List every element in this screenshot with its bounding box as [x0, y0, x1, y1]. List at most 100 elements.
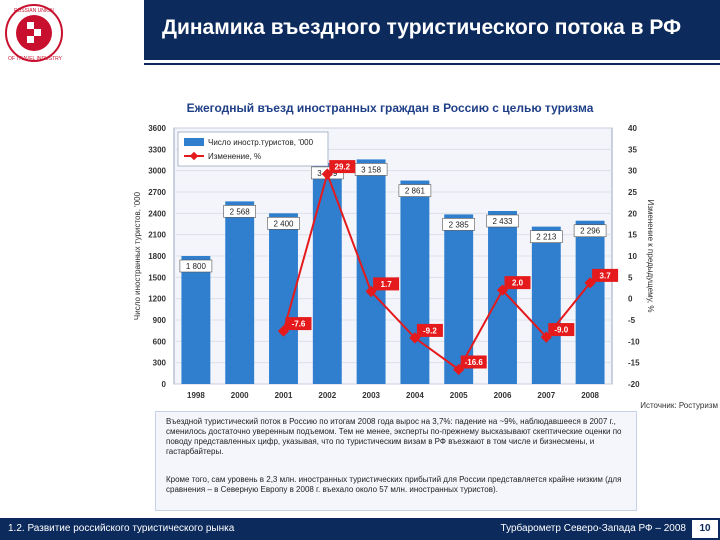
legend-bar-label: Число иностр.туристов, '000: [208, 138, 314, 147]
x-tick-label: 2000: [231, 391, 249, 400]
footer-bar: [0, 518, 720, 540]
y2-tick-label: -10: [628, 337, 640, 346]
footer-section: 1.2. Развитие российского туристического…: [8, 523, 235, 534]
bar-label-box: [573, 224, 607, 238]
y2-tick-label: -5: [628, 316, 636, 325]
bar-value-label: 2 861: [405, 187, 426, 196]
change-label-box: [504, 276, 531, 290]
page-number: 10: [692, 520, 718, 538]
y2-tick-label: 25: [628, 188, 637, 197]
logo-text-bottom: OF TRAVEL INDUSTRY: [8, 56, 63, 62]
change-label-box: [373, 277, 400, 291]
x-tick-label: 2003: [362, 391, 380, 400]
change-label-box: [592, 268, 619, 282]
bar-2002: [312, 162, 342, 384]
change-value-label: -9.2: [423, 326, 437, 335]
chart-title: Ежегодный въезд иностранных граждан в Ро…: [186, 101, 594, 115]
commentary-paragraph-2: Кроме того, сам уровень в 2,3 млн. иност…: [166, 475, 622, 494]
change-value-label: -16.6: [465, 358, 484, 367]
y2-tick-label: 35: [628, 145, 637, 154]
y-tick-label: 1800: [148, 252, 166, 261]
bar-2004: [400, 180, 430, 384]
bar-value-label: 2 433: [492, 217, 513, 226]
y2-tick-label: -20: [628, 380, 640, 389]
bar-label-box: [486, 214, 519, 228]
change-label-box: [285, 317, 312, 331]
logo: RUSSIAN UNION OF TRAVEL INDUSTRY: [5, 4, 63, 62]
x-tick-label: 2005: [450, 391, 468, 400]
legend-line-marker: [189, 151, 199, 161]
y-tick-label: 0: [162, 380, 167, 389]
x-tick-label: 2001: [275, 391, 293, 400]
x-tick-label: 2006: [494, 391, 512, 400]
y-tick-label: 2700: [148, 188, 166, 197]
y2-tick-label: 40: [628, 124, 637, 133]
change-label-box: [416, 323, 443, 337]
y-tick-label: 3000: [148, 167, 166, 176]
y2-tick-label: 10: [628, 252, 637, 261]
y2-tick-label: 5: [628, 273, 633, 282]
source-note: Источник: Ростуризм: [640, 401, 718, 410]
y-tick-label: 900: [153, 316, 167, 325]
bar-label-box: [529, 230, 563, 243]
x-tick-label: 2002: [318, 391, 336, 400]
bar-value-label: 2 568: [230, 207, 251, 216]
change-line: [282, 170, 591, 371]
bar-value-label: 2 296: [580, 227, 601, 236]
bar-2001: [269, 213, 298, 384]
bar-label-box: [398, 184, 432, 197]
change-label-box: [329, 160, 356, 174]
change-value-label: 1.7: [381, 280, 393, 289]
bar-2007: [531, 226, 561, 384]
footer-report-name: Турбарометр Северо-Запада РФ – 2008: [500, 523, 686, 534]
x-tick-label: 2007: [537, 391, 555, 400]
change-value-label: 3.7: [600, 271, 612, 280]
x-tick-label: 2008: [581, 391, 599, 400]
y-tick-label: 1200: [148, 295, 166, 304]
y-tick-label: 2400: [148, 209, 166, 218]
change-value-label: -7.6: [292, 320, 306, 329]
x-tick-label: 2004: [406, 391, 424, 400]
bar-label-box: [179, 259, 213, 273]
y2-axis-label: Изменение к предыдущему, %: [646, 200, 655, 313]
bar-label-box: [267, 217, 300, 230]
bar-2008: [575, 220, 605, 384]
y2-tick-label: 30: [628, 167, 637, 176]
y2-tick-label: 0: [628, 295, 633, 304]
commentary-paragraph-1: Въездной туристический поток в Россию по…: [166, 417, 622, 456]
change-label-box: [548, 323, 575, 337]
y-tick-label: 3600: [148, 124, 166, 133]
bar-label-box: [442, 218, 476, 231]
bar-value-label: 2 213: [536, 233, 557, 242]
bar-2000: [225, 201, 255, 384]
bar-value-label: 2 385: [449, 220, 470, 229]
y2-tick-label: -15: [628, 359, 640, 368]
header-divider: [144, 63, 720, 65]
change-value-label: -9.0: [554, 326, 568, 335]
y-axis-label: Число иностранных туристов, '000: [133, 191, 142, 320]
chart: 0300600900120015001800210024002700300033…: [133, 124, 655, 400]
y2-tick-label: 15: [628, 231, 637, 240]
legend-box: [177, 131, 329, 167]
change-label-box: [460, 355, 487, 369]
bar-1998: [181, 256, 211, 384]
logo-text-top: RUSSIAN UNION: [14, 8, 54, 14]
commentary-box: [155, 411, 637, 511]
change-value-label: 2.0: [512, 279, 524, 288]
y2-tick-label: 20: [628, 209, 637, 218]
y-tick-label: 300: [153, 359, 167, 368]
bar-value-label: 2 400: [273, 219, 294, 228]
y-tick-label: 3300: [148, 145, 166, 154]
change-value-label: 29.2: [335, 163, 351, 172]
legend-line-label: Изменение, %: [208, 152, 261, 161]
y-tick-label: 1500: [148, 273, 166, 282]
x-tick-label: 1998: [187, 391, 205, 400]
bar-value-label: 1 800: [186, 262, 207, 271]
bar-2006: [488, 210, 517, 384]
bar-2003: [356, 159, 386, 384]
page-title: Динамика въездного туристического потока…: [162, 16, 682, 39]
bar-label-box: [223, 205, 256, 218]
legend-bar-swatch: [184, 138, 204, 146]
bar-value-label: 3 158: [361, 165, 382, 174]
y-tick-label: 600: [153, 337, 167, 346]
